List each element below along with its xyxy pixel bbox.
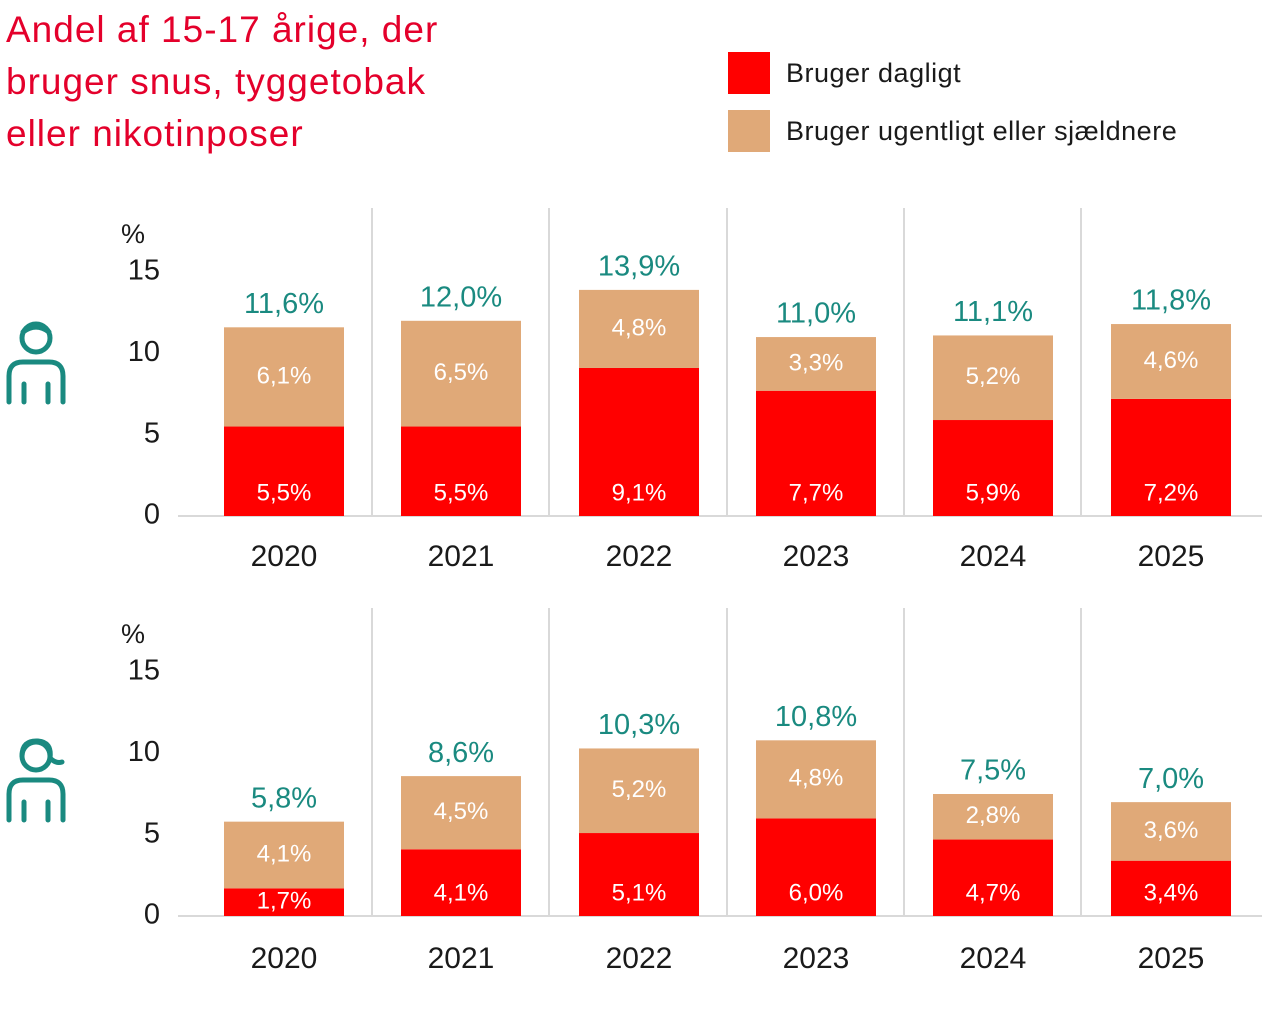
data-label-daily-2022: 5,1% [612,879,667,906]
data-label-daily-2022: 9,1% [612,479,667,506]
data-label-weekly-2025: 4,6% [1144,347,1199,374]
x-tick-label-2023: 2023 [783,540,850,573]
data-label-daily-2025: 3,4% [1144,879,1199,906]
x-tick-label-2021: 2021 [428,942,495,975]
total-label-2022: 13,9% [598,251,680,283]
bar-weekly-2022 [579,289,699,368]
bar-daily-2025 [1111,860,1231,916]
total-label-2022: 10,3% [598,709,680,741]
bar-weekly-2023 [756,337,876,391]
bar-weekly-2025 [1111,324,1231,399]
y-tick-label: 10 [128,736,160,768]
bar-daily-2025 [1111,398,1231,516]
title-line-2: bruger snus, tyggetobak [6,61,426,102]
x-tick-label-2024: 2024 [960,942,1027,975]
data-label-daily-2020: 1,7% [257,888,312,915]
x-tick-label-2020: 2020 [251,942,318,975]
y-axis-unit-label: % [121,219,145,249]
total-label-2020: 11,6% [244,288,324,320]
data-label-daily-2023: 7,7% [789,479,844,506]
bar-weekly-2025 [1111,802,1231,861]
bar-weekly-2020 [224,821,344,889]
data-label-weekly-2025: 3,6% [1144,817,1199,844]
x-tick-label-2024: 2024 [960,540,1027,573]
bar-weekly-2021 [401,776,521,850]
total-label-2023: 11,0% [776,298,856,330]
x-tick-label-2025: 2025 [1138,540,1205,573]
bar-weekly-2024 [933,335,1053,421]
bar-daily-2022 [579,833,699,916]
data-label-daily-2021: 5,5% [434,479,489,506]
total-label-2020: 5,8% [251,782,317,814]
x-tick-label-2021: 2021 [428,540,495,573]
y-axis-unit-label: % [121,619,145,649]
girl-icon [6,738,66,823]
data-label-weekly-2021: 4,5% [434,798,489,825]
data-label-daily-2023: 6,0% [789,879,844,906]
data-label-weekly-2021: 6,5% [434,359,489,386]
data-label-daily-2024: 4,7% [966,879,1021,906]
data-label-weekly-2024: 5,2% [966,363,1021,390]
legend: Bruger dagligt Bruger ugentligt eller sj… [728,52,1177,168]
total-label-2021: 8,6% [428,737,494,769]
data-label-weekly-2020: 6,1% [257,362,312,389]
total-label-2025: 7,0% [1138,763,1204,795]
bar-daily-2024 [933,420,1053,516]
data-label-weekly-2022: 4,8% [612,314,667,341]
legend-label-daily: Bruger dagligt [786,57,962,88]
bar-weekly-2022 [579,748,699,834]
bar-weekly-2020 [224,327,344,427]
data-label-weekly-2022: 5,2% [612,776,667,803]
data-label-daily-2020: 5,5% [257,479,312,506]
bar-daily-2022 [579,367,699,516]
total-label-2024: 7,5% [960,755,1026,787]
legend-item-daily: Bruger dagligt [728,52,1177,94]
bar-daily-2024 [933,839,1053,916]
total-label-2023: 10,8% [775,701,857,733]
data-label-daily-2025: 7,2% [1144,479,1199,506]
title-line-3: eller nikotinposer [6,113,304,154]
legend-swatch-weekly [728,110,770,152]
legend-label-weekly: Bruger ugentligt eller sjældnere [786,115,1178,146]
data-label-daily-2021: 4,1% [434,879,489,906]
data-label-weekly-2023: 3,3% [789,349,844,376]
total-label-2025: 11,8% [1131,285,1211,317]
x-tick-label-2023: 2023 [783,942,850,975]
data-label-weekly-2020: 4,1% [257,840,312,867]
bar-daily-2020 [224,426,344,516]
bar-weekly-2024 [933,794,1053,840]
total-label-2021: 12,0% [420,281,502,313]
bar-daily-2023 [756,818,876,916]
y-tick-label: 5 [144,417,160,449]
x-tick-label-2025: 2025 [1138,942,1205,975]
data-label-weekly-2024: 2,8% [966,802,1021,829]
bar-daily-2021 [401,849,521,916]
bar-weekly-2021 [401,320,521,427]
y-tick-label: 15 [128,655,160,687]
y-tick-label: 0 [144,499,160,531]
title-line-1: Andel af 15-17 årige, der [6,9,439,50]
x-tick-label-2022: 2022 [606,540,673,573]
y-tick-label: 10 [128,336,160,368]
legend-item-weekly: Bruger ugentligt eller sjældnere [728,110,1177,152]
bar-daily-2020 [224,888,344,916]
boy-icon [6,321,66,405]
bar-daily-2023 [756,390,876,516]
x-tick-label-2022: 2022 [606,942,673,975]
chart-title: Andel af 15-17 årige, der bruger snus, t… [6,4,438,160]
data-label-weekly-2023: 4,8% [789,765,844,792]
y-tick-label: 5 [144,817,160,849]
data-label-daily-2024: 5,9% [966,479,1021,506]
x-tick-label-2020: 2020 [251,540,318,573]
bar-daily-2021 [401,426,521,516]
total-label-2024: 11,1% [953,296,1033,328]
legend-swatch-daily [728,52,770,94]
y-tick-label: 15 [128,255,160,287]
bar-weekly-2023 [756,740,876,819]
y-tick-label: 0 [144,899,160,931]
